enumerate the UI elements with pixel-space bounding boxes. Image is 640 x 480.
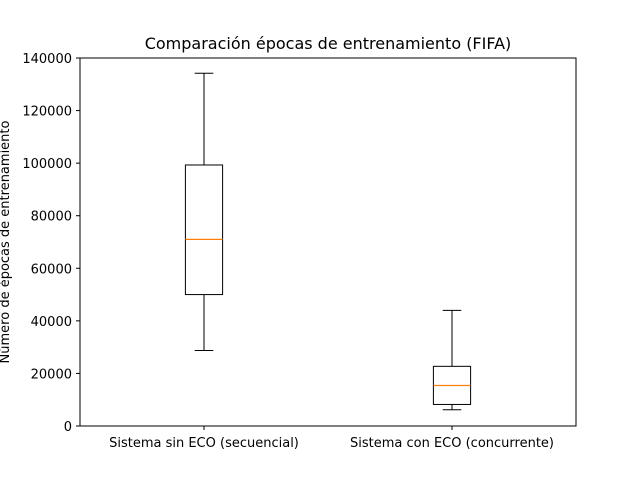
iqr-box bbox=[184, 164, 224, 296]
y-tick-label: 60000 bbox=[31, 262, 72, 277]
box-plot bbox=[184, 72, 224, 352]
y-tick-label: 40000 bbox=[31, 315, 72, 330]
box-plot-series bbox=[184, 72, 472, 411]
y-tick-label: 140000 bbox=[22, 52, 72, 67]
x-tick-label: Sistema sin ECO (secuencial) bbox=[109, 436, 299, 451]
y-axis-label: Número de épocas de entrenamiento bbox=[0, 120, 13, 363]
x-tick-label: Sistema con ECO (concurrente) bbox=[350, 436, 554, 451]
y-axis: 0 20000 40000 60000 80000 100000 120000 140000 bbox=[22, 52, 80, 435]
x-axis: Sistema sin ECO (secuencial) Sistema con … bbox=[109, 426, 554, 451]
chart-title: Comparación épocas de entrenamiento (FIF… bbox=[145, 34, 512, 53]
y-tick-label: 20000 bbox=[31, 367, 72, 382]
y-tick-label: 80000 bbox=[31, 210, 72, 225]
box-plot bbox=[432, 309, 472, 411]
y-tick-label: 120000 bbox=[22, 105, 72, 120]
plot-frame bbox=[79, 57, 577, 427]
y-tick-label: 0 bbox=[64, 420, 72, 435]
y-tick-label: 100000 bbox=[22, 157, 72, 172]
